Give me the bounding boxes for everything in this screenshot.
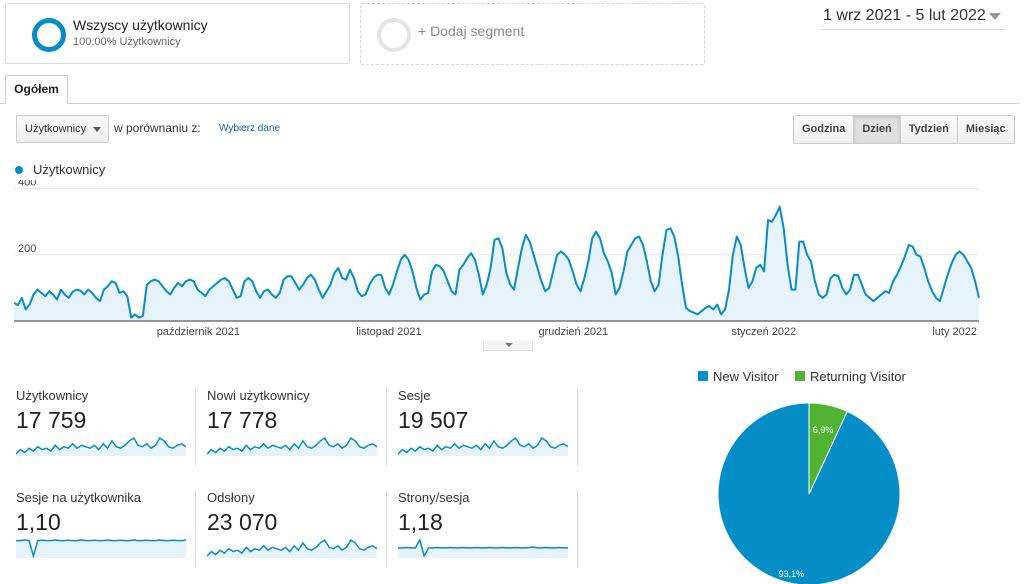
segment-all-users[interactable]: Wszyscy użytkownicy 100,00% Użytkownicy xyxy=(5,3,350,64)
add-segment-button[interactable]: + Dodaj segment xyxy=(360,3,705,65)
tab-divider xyxy=(0,103,1020,104)
sparkline-line xyxy=(207,538,377,557)
legend-dot-icon xyxy=(15,166,23,174)
pie-legend-label: New Visitor xyxy=(713,369,779,384)
scorecard-value: 23 070 xyxy=(207,509,278,535)
empty-segment-ring-icon xyxy=(377,18,411,52)
pie-legend-label: Returning Visitor xyxy=(810,369,906,384)
scorecard-label: Sesje na użytkownika xyxy=(16,490,142,505)
pie-slice-returning-visitor[interactable] xyxy=(808,402,848,495)
scorecard-label: Nowi użytkownicy xyxy=(207,388,310,403)
x-tick-label: luty 2022 xyxy=(932,326,977,338)
pie-slice-new-visitor[interactable] xyxy=(717,402,901,584)
scorecard-divider xyxy=(386,388,387,466)
scorecard-pageviews[interactable]: Odsłony 23 070 xyxy=(207,490,387,580)
tab-overview[interactable]: Ogółem xyxy=(5,75,68,104)
users-line-chart[interactable]: 400 200 październik 2021 listopad 2021 grudz… xyxy=(14,180,1000,340)
sparkline xyxy=(398,436,568,456)
granularity-hour-button[interactable]: Godzina xyxy=(793,115,855,144)
scorecard-divider xyxy=(195,388,196,466)
scorecard-sessions-per-user[interactable]: Sesje na użytkownika 1,10 xyxy=(16,490,196,580)
scorecard-sessions[interactable]: Sesje 19 507 xyxy=(398,388,578,478)
pie-slice-label: 6,9% xyxy=(813,425,834,435)
sparkline xyxy=(16,539,186,558)
x-tick-label: listopad 2021 xyxy=(356,326,421,338)
scorecard-divider xyxy=(577,490,578,568)
metric-select[interactable]: Użytkownicy xyxy=(16,115,109,143)
chart-collapse-handle[interactable] xyxy=(483,341,533,351)
scorecard-value: 17 778 xyxy=(207,407,278,433)
granularity-day-button[interactable]: Dzień xyxy=(853,115,901,144)
scorecard-label: Użytkownicy xyxy=(16,388,89,403)
sparkline-area xyxy=(16,540,186,558)
scorecard-divider xyxy=(577,388,578,466)
scorecard-new-users[interactable]: Nowi użytkownicy 17 778 xyxy=(207,388,387,478)
scorecard-value: 1,18 xyxy=(398,509,443,535)
scorecard-value: 19 507 xyxy=(398,407,469,433)
metric-select-value: Użytkownicy xyxy=(25,123,87,135)
select-metric-link[interactable]: Wybierz dane xyxy=(219,123,281,134)
legend-swatch xyxy=(698,371,708,381)
granularity-toggle: Godzina Dzień Tydzień Miesiąc xyxy=(793,115,1015,144)
scorecard-label: Odsłony xyxy=(207,490,255,505)
chevron-down-icon xyxy=(989,13,1001,20)
sparkline xyxy=(16,436,186,456)
y-tick-label: 400 xyxy=(18,180,36,189)
sparkline xyxy=(207,436,377,456)
segment-subtitle: 100,00% Użytkownicy xyxy=(73,36,181,48)
granularity-month-button[interactable]: Miesiąc xyxy=(956,115,1015,144)
date-range-picker[interactable]: 1 wrz 2021 - 5 lut 2022 xyxy=(820,6,1005,30)
scorecard-label: Sesje xyxy=(398,388,431,403)
add-segment-label: + Dodaj segment xyxy=(418,23,525,39)
sparkline-line xyxy=(16,436,186,455)
scorecard-value: 17 759 xyxy=(16,407,87,433)
sparkline-area xyxy=(398,540,568,558)
x-tick-label: październik 2021 xyxy=(157,326,240,338)
segment-title: Wszyscy użytkownicy xyxy=(73,17,208,33)
scorecard-users[interactable]: Użytkownicy 17 759 xyxy=(16,388,196,478)
chevron-down-icon xyxy=(93,127,101,132)
chevron-down-icon xyxy=(505,343,513,347)
x-tick-label: styczeń 2022 xyxy=(731,326,796,338)
date-range-text: 1 wrz 2021 - 5 lut 2022 xyxy=(823,7,986,24)
sparkline xyxy=(207,538,377,558)
compare-label: w porównaniu z: xyxy=(114,121,201,135)
scorecard-value: 1,10 xyxy=(16,509,61,535)
scorecard-pages-per-session[interactable]: Strony/sesja 1,18 xyxy=(398,490,578,580)
sparkline-line xyxy=(16,539,186,558)
segment-ring-icon xyxy=(32,18,66,52)
series-area xyxy=(14,206,979,321)
legend-swatch xyxy=(795,371,805,381)
scorecard-label: Strony/sesja xyxy=(398,490,470,505)
sparkline-line xyxy=(398,436,568,455)
pie-slice-label: 93,1% xyxy=(779,569,805,579)
sparkline-line xyxy=(398,538,568,558)
granularity-week-button[interactable]: Tydzień xyxy=(899,115,958,144)
y-tick-label: 200 xyxy=(18,243,36,255)
series-line xyxy=(14,205,980,319)
sparkline xyxy=(398,538,568,558)
x-tick-label: grudzień 2021 xyxy=(538,326,608,338)
scorecard-divider xyxy=(195,490,196,568)
chart-legend-label: Użytkownicy xyxy=(33,162,106,177)
visitor-type-pie-chart[interactable]: 93,1% 6,9% xyxy=(717,402,901,584)
sparkline-line xyxy=(207,436,377,455)
scorecard-divider xyxy=(386,490,387,568)
